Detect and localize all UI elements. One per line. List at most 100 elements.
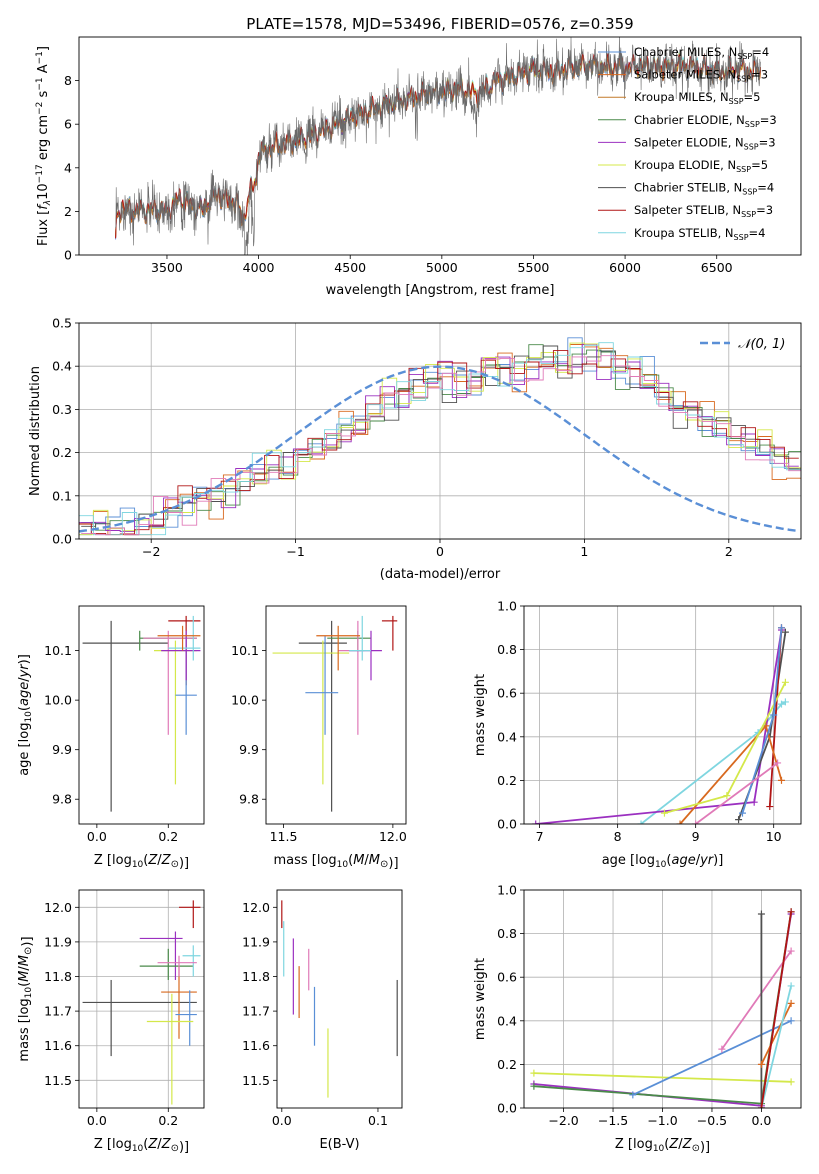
weight-line	[721, 950, 792, 1050]
panel-mass-vs-Z: 0.0 0.2 11.5 11.6 11.7 11.8 11.9 12.0 Z [log10(Z…	[17, 889, 205, 1155]
weight-series	[629, 1017, 795, 1099]
weight-marker	[787, 908, 795, 916]
plot-area	[82, 615, 201, 812]
axis-ticks: 0.0 0.2 11.5 11.6 11.7 11.8 11.9 12.0	[44, 900, 178, 1128]
panel-weight-vs-Z: −2.0 −1.5 −1.0 −0.5 0.0 0.0 0.2 0.4 0.6 0.8 1.0 Z […	[473, 883, 802, 1155]
weight-series	[757, 908, 795, 1108]
y-tick-label: 11.8	[44, 969, 72, 984]
x-tick-label: 3500	[151, 260, 183, 275]
error-bar-point	[82, 620, 169, 812]
axes-frame	[78, 889, 205, 1109]
legend-entry: Salpeter ELODIE, NSSP=3	[634, 135, 776, 151]
error-bar-point	[327, 630, 371, 651]
panel-weight-vs-age: 7 8 9 10 0.0 0.2 0.4 0.6 0.8 1.0 age [log10(age/yr…	[473, 599, 802, 870]
y-tick-label: 6	[64, 117, 72, 132]
y-tick-label: 1.0	[497, 599, 517, 614]
weight-marker	[781, 628, 789, 636]
weight-series	[692, 759, 782, 824]
weight-marker	[777, 776, 785, 784]
grid-lines	[524, 889, 801, 1109]
weight-marker	[766, 803, 774, 811]
weight-marker	[777, 700, 785, 708]
y-tick-label: 0.2	[52, 445, 72, 460]
weight-marker	[774, 759, 782, 767]
weight-marker	[530, 1082, 538, 1090]
grid-lines	[79, 322, 801, 540]
y-tick-label: 0.2	[497, 773, 517, 788]
plot-area	[115, 37, 761, 255]
error-bar-point	[146, 993, 194, 1105]
weight-marker	[757, 1104, 765, 1108]
y-tick-label: 11.8	[242, 969, 270, 984]
y-axis-label: age [log10(age/yr)]	[17, 654, 34, 776]
plot-area	[530, 908, 795, 1108]
x-axis-label: age [log10(age/yr)]	[602, 853, 724, 870]
y-tick-label: 0.5	[52, 316, 72, 331]
axis-ticks: 3500 4000 4500 5000 5500 6000 6500 0 2 4 6 8	[64, 73, 733, 275]
y-axis-label: Flux [fλ10−17 erg cm−2 s−1 A−1]	[35, 46, 53, 246]
x-axis-label: mass [log10(M/M⊙)]	[273, 853, 398, 871]
y-tick-label: 0.8	[497, 642, 517, 657]
error-bar-point	[143, 630, 197, 735]
y-tick-label: 9.8	[52, 792, 72, 807]
x-tick-label: 6000	[609, 260, 641, 275]
x-axis-label: Z [log10(Z/Z⊙)]	[94, 853, 189, 871]
x-tick-label: 0.1	[368, 1113, 388, 1128]
x-tick-label: 4500	[334, 260, 366, 275]
weight-marker	[530, 1069, 538, 1077]
weight-marker	[781, 678, 789, 686]
weight-marker	[777, 624, 785, 632]
weight-marker	[757, 1060, 765, 1068]
weight-marker	[787, 1017, 795, 1025]
y-tick-label: 9.9	[239, 742, 259, 757]
y-tick-label: 0.3	[52, 402, 72, 417]
panel-residuals: −2 −1 0 1 2 0.0 0.1 0.2 0.3 0.4 0.5 𝒩(0, 1) (data-mo…	[28, 316, 802, 582]
y-tick-label: 0.0	[497, 817, 517, 832]
weight-line	[664, 681, 787, 814]
x-tick-label: 6500	[701, 260, 733, 275]
weight-marker	[757, 910, 765, 918]
axis-ticks: −2 −1 0 1 2 0.0 0.1 0.2 0.3 0.4 0.5	[52, 316, 733, 560]
y-tick-label: 0.4	[497, 1013, 517, 1028]
weight-marker	[787, 1078, 795, 1086]
axis-ticks: 7 8 9 10 0.0 0.2 0.4 0.6 0.8 1.0	[497, 599, 782, 845]
x-tick-label: 5500	[518, 260, 550, 275]
grid-lines	[79, 890, 204, 1108]
y-tick-label: 9.9	[52, 742, 72, 757]
weight-series	[718, 947, 795, 1053]
y-tick-label: 10.0	[231, 693, 259, 708]
legend-entry: Kroupa STELIB, NSSP=4	[634, 226, 765, 242]
x-tick-label: 1	[580, 544, 588, 559]
x-tick-label: 0.0	[87, 1113, 107, 1128]
axis-ticks: −2.0 −1.5 −1.0 −0.5 0.0 0.0 0.2 0.4 0.6 0.8 1.0	[497, 883, 771, 1129]
y-tick-label: 0.8	[497, 926, 517, 941]
y-axis-label: mass [log10(M/M⊙)]	[17, 936, 35, 1061]
y-tick-label: 11.9	[242, 934, 270, 949]
axes-frame	[276, 889, 403, 1109]
error-bar-point	[272, 640, 350, 785]
weight-series	[676, 722, 785, 824]
plot-area	[79, 337, 801, 536]
weight-series	[637, 698, 789, 824]
axis-ticks: 0.0 0.2 9.8 9.9 10.0 10.1	[44, 643, 178, 844]
panel-spectrum: 3500 4000 4500 5000 5500 6000 6500 0 2 4 6 8 wavelen…	[35, 36, 802, 298]
weight-marker	[532, 820, 540, 824]
figure-title: PLATE=1578, MJD=53496, FIBERID=0576, z=0…	[246, 15, 633, 33]
weight-marker	[738, 809, 746, 817]
x-tick-label: 7	[536, 829, 544, 844]
y-tick-label: 2	[64, 204, 72, 219]
x-axis-label: (data-model)/error	[380, 567, 501, 582]
error-bar-point	[157, 625, 201, 651]
weight-line	[760, 911, 792, 1108]
y-tick-label: 0.0	[52, 532, 72, 547]
x-axis-label: Z [log10(Z/Z⊙)]	[615, 1137, 710, 1155]
error-bar-point	[179, 900, 201, 929]
legend-entry: Chabrier STELIB, NSSP=4	[634, 181, 774, 197]
weight-marker	[750, 798, 758, 806]
axis-ticks: 11.5 12.0 9.8 9.9 10.0 10.1	[231, 643, 407, 844]
y-tick-label: 11.5	[44, 1073, 72, 1088]
gaussian-curve	[79, 365, 799, 533]
weight-line	[760, 985, 792, 1108]
